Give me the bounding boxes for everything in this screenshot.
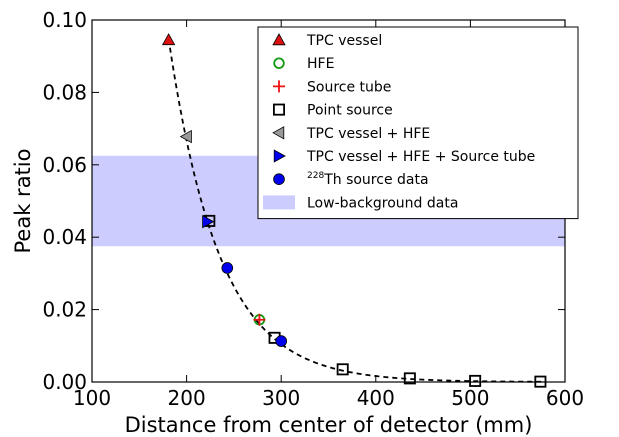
x-axis-title: Distance from center of detector (mm) <box>125 413 533 437</box>
curve-layer <box>167 38 546 383</box>
y-axis-title: Peak ratio <box>11 149 35 254</box>
data-point <box>336 363 349 376</box>
legend-label: HFE <box>307 56 334 72</box>
legend-marker <box>273 80 285 93</box>
legend-marker <box>273 149 286 163</box>
ticks-layer: 100 200 300 400 500 600 0.00 0.02 0.04 0.06 0.08 0.… <box>42 8 584 410</box>
legend-label: 228Th source data <box>307 171 429 188</box>
legend-label: TPC vessel <box>306 33 382 49</box>
legend-marker <box>272 126 285 140</box>
data-point <box>202 214 215 229</box>
y-tick-label: 0.04 <box>42 225 87 249</box>
legend-label: TPC vessel + HFE + Source tube <box>306 149 535 165</box>
legend-marker <box>272 103 285 116</box>
y-tick-label: 0.08 <box>42 80 87 104</box>
x-tick-label: 400 <box>357 386 395 410</box>
fit-curve <box>167 38 546 383</box>
legend-label: Source tube <box>307 79 391 95</box>
legend: TPC vessel HFE Source tube Point source TPC … <box>257 26 579 220</box>
legend-label: TPC vessel + HFE <box>306 126 430 142</box>
data-point <box>275 335 288 347</box>
y-tick-label: 0.06 <box>42 153 87 177</box>
legend-label: Low-background data <box>307 195 458 211</box>
data-point <box>403 372 416 385</box>
x-tick-label: 500 <box>451 386 489 410</box>
legend-marker <box>272 33 286 46</box>
legend-marker <box>273 173 285 186</box>
legend-box <box>257 26 579 220</box>
legend-label: Point source <box>307 103 393 119</box>
data-point <box>161 33 176 46</box>
x-tick-label: 100 <box>73 386 111 410</box>
data-point <box>221 262 234 274</box>
y-tick-label: 0.02 <box>42 298 87 322</box>
y-tick-label: 0.10 <box>42 8 87 32</box>
data-point <box>179 129 192 144</box>
x-tick-label: 300 <box>262 386 300 410</box>
legend-marker <box>273 57 285 69</box>
x-tick-label: 200 <box>168 386 206 410</box>
legend-swatch <box>263 195 295 210</box>
data-point <box>253 313 266 326</box>
x-tick-label: 600 <box>546 386 584 410</box>
y-tick-label: 0.00 <box>42 370 87 394</box>
